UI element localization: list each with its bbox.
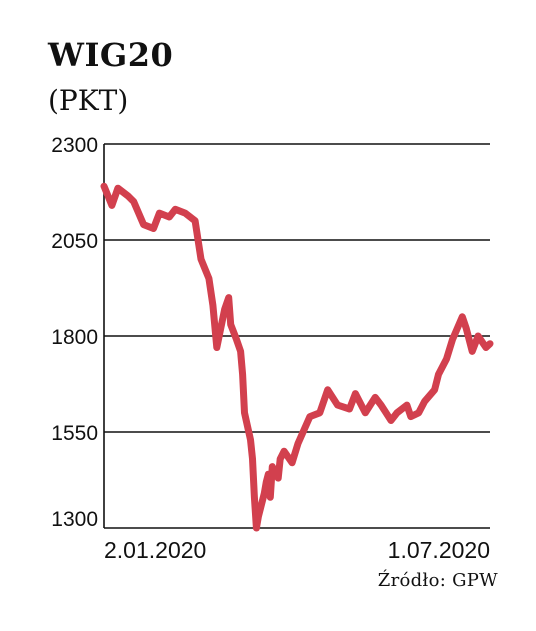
data-point [182,210,189,217]
data-point [415,409,422,416]
data-point [403,402,410,409]
data-point [227,321,234,328]
y-tick-label: 2300 [51,134,98,157]
data-point [198,256,204,263]
data-point [407,413,414,420]
data-point [483,344,489,351]
x-tick-label-end: 1.07.2020 [388,537,490,563]
data-point [263,478,270,485]
data-point [352,390,359,397]
source-note: Źródło: GPW [377,570,498,591]
data-point [251,494,258,501]
data-point [275,475,282,482]
y-tick-label: 1300 [51,508,98,531]
data-point [261,490,268,497]
data-point [130,198,137,205]
data-point [114,185,121,192]
data-point [233,336,240,343]
data-point [221,306,228,313]
data-point [237,348,244,355]
data-point [372,394,379,401]
data-point [435,371,442,378]
data-point [306,413,313,420]
data-point [253,525,260,531]
chart-title: WIG20 [48,36,174,74]
data-point [209,302,216,309]
data-point [459,313,466,320]
data-point [443,356,450,362]
data-point [334,402,341,409]
data-point [108,202,115,209]
data-point [265,471,272,478]
data-point [267,494,274,501]
y-tick-label: 2050 [51,230,98,253]
data-point [247,436,254,443]
data-point [225,294,232,301]
data-point [269,463,276,470]
data-point [449,336,456,343]
data-point [388,417,394,424]
data-point [156,210,163,217]
data-point [239,371,246,378]
data-point [469,348,476,355]
y-tick-label: 1800 [51,326,98,349]
data-point [487,340,493,347]
data-point [324,386,331,393]
data-point [289,459,296,466]
data-point [281,448,288,455]
data-point [140,221,147,228]
data-point [249,455,256,462]
data-point [166,214,173,220]
data-point [316,409,323,416]
data-point [213,344,220,351]
data-point [421,398,428,405]
y-axis-tick-labels: 1300 1550 1800 2050 2300 [51,134,98,531]
x-tick-label-start: 2.01.2020 [104,537,206,563]
data-points [101,183,493,531]
data-point [172,206,179,213]
series-line-wig20 [100,182,494,532]
data-point [255,513,262,520]
data-point [150,225,157,232]
data-point [192,217,199,224]
grid-lines [104,143,490,529]
data-point [362,409,369,416]
data-point [378,402,385,409]
data-point [463,325,470,332]
data-point [124,192,131,199]
data-point [101,183,107,190]
data-point [394,409,400,416]
data-point [346,406,353,412]
data-point [431,386,438,393]
data-point [241,409,248,416]
x-axis-tick-labels: 2.01.2020 1.07.2020 [104,537,490,563]
data-point [205,275,212,282]
y-tick-label: 1550 [51,422,98,445]
data-point [475,333,482,339]
chart-unit-label: (PKT) [48,84,129,117]
data-point [277,455,284,462]
data-point [295,440,301,447]
